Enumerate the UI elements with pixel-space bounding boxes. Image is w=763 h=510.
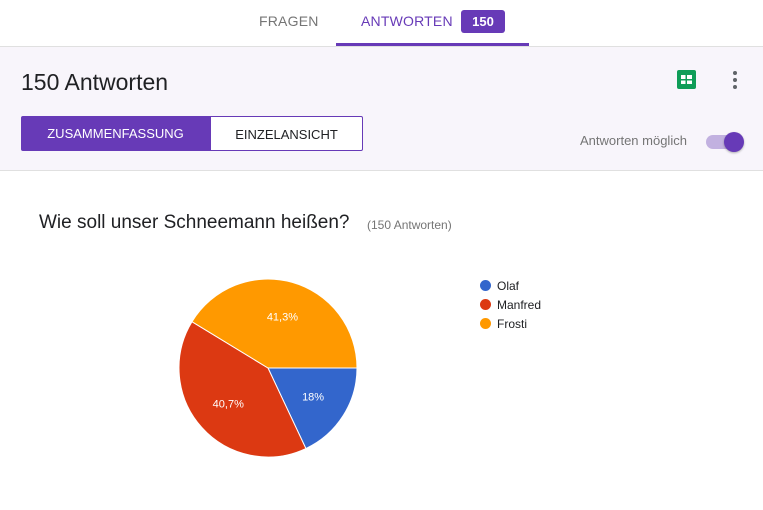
pie-slice-manfred[interactable] <box>178 321 307 458</box>
pie-label-manfred: 40,7% <box>213 399 244 411</box>
tab-fragen[interactable]: FRAGEN <box>259 13 319 29</box>
more-vert-icon[interactable] <box>725 69 745 91</box>
pie-slice-frosti[interactable] <box>191 278 358 369</box>
pie-slice-olaf[interactable] <box>267 367 358 450</box>
sheets-icon[interactable] <box>677 70 696 89</box>
legend-label: Frosti <box>497 316 527 331</box>
tab-bar: FRAGEN ANTWORTEN 150 <box>0 0 763 46</box>
active-tab-indicator <box>336 43 529 46</box>
tab-antworten[interactable]: ANTWORTEN <box>361 13 453 29</box>
summary-button[interactable]: ZUSAMMENFASSUNG <box>21 116 210 151</box>
question-response-count: (150 Antworten) <box>367 218 452 232</box>
legend-item-frosti: Frosti <box>480 314 541 333</box>
chart-legend: Olaf Manfred Frosti <box>480 276 541 333</box>
individual-button[interactable]: EINZELANSICHT <box>210 116 363 151</box>
accepting-responses-toggle[interactable] <box>706 131 745 153</box>
pie-label-olaf: 18% <box>302 392 324 404</box>
legend-item-manfred: Manfred <box>480 295 541 314</box>
pie-label-frosti: 41,3% <box>267 312 298 324</box>
legend-item-olaf: Olaf <box>480 276 541 295</box>
accepting-responses-label: Antworten möglich <box>580 133 687 148</box>
legend-label: Olaf <box>497 278 520 293</box>
question-title: Wie soll unser Schneemann heißen? <box>39 212 350 233</box>
legend-swatch <box>480 280 491 291</box>
view-toggle-group: ZUSAMMENFASSUNG EINZELANSICHT <box>21 116 363 151</box>
legend-label: Manfred <box>497 297 542 312</box>
legend-swatch <box>480 318 491 329</box>
response-count-badge: 150 <box>461 10 505 33</box>
responses-title: 150 Antworten <box>21 69 169 95</box>
legend-swatch <box>480 299 491 310</box>
toggle-knob <box>724 132 744 152</box>
responses-header: 150 Antworten ZUSAMMENFASSUNG EINZELANSI… <box>0 46 763 171</box>
